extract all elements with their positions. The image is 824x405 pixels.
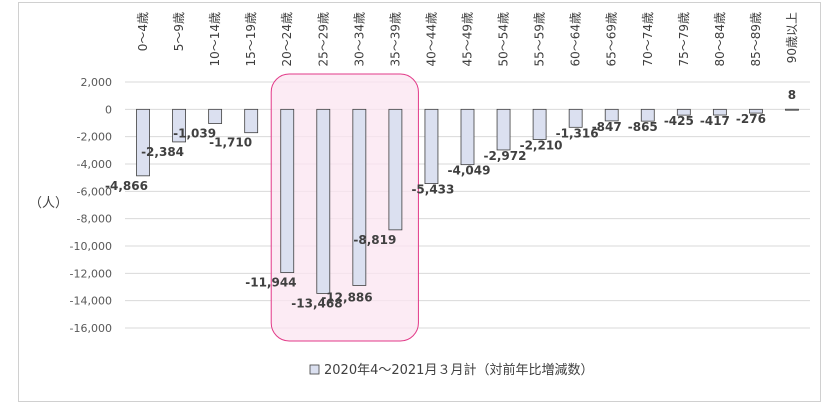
bars bbox=[136, 108, 799, 294]
x-category-label: 65～69歳 bbox=[605, 12, 619, 67]
bar bbox=[280, 108, 295, 273]
x-category-label: 75～79歳 bbox=[677, 12, 691, 67]
x-category-label: 40～44歳 bbox=[424, 12, 438, 67]
data-label: -1,710 bbox=[209, 136, 252, 150]
data-label: -8,819 bbox=[353, 233, 396, 247]
data-label: 8 bbox=[788, 88, 796, 102]
bar bbox=[676, 108, 691, 116]
bar bbox=[208, 108, 223, 124]
y-tick-label: -16,000 bbox=[70, 322, 112, 335]
x-category-label: 0～4歳 bbox=[136, 12, 150, 51]
x-category-label: 45～49歳 bbox=[461, 12, 475, 67]
y-tick-label: -2,000 bbox=[77, 131, 112, 144]
data-label: -2,384 bbox=[141, 145, 184, 159]
data-label: -276 bbox=[736, 112, 766, 126]
x-category-label: 25～29歳 bbox=[316, 12, 330, 67]
x-category-label: 5～9歳 bbox=[172, 12, 186, 51]
data-labels: -4,866-2,384-1,039-1,710-11,944-13,468-1… bbox=[105, 88, 796, 310]
x-category-label: 35～39歳 bbox=[388, 12, 402, 67]
legend-swatch bbox=[309, 364, 320, 375]
x-category-label: 10～14歳 bbox=[208, 12, 222, 67]
bar bbox=[460, 108, 475, 166]
x-category-label: 15～19歳 bbox=[244, 12, 258, 67]
bar bbox=[604, 108, 619, 122]
bar bbox=[136, 108, 150, 177]
data-label: -425 bbox=[664, 114, 694, 128]
x-category-label: 60～64歳 bbox=[569, 12, 583, 67]
y-tick-label: -14,000 bbox=[70, 295, 112, 308]
data-label: -2,210 bbox=[520, 139, 563, 153]
y-axis-label: （人） bbox=[29, 196, 68, 211]
y-tick-label: 0 bbox=[105, 103, 112, 116]
x-axis-categories: 0～4歳 5～9歳 10～14歳 15～19歳 20～24歳 25～29歳 30～34歳 35… bbox=[136, 12, 799, 67]
bar bbox=[712, 108, 727, 116]
data-label: -417 bbox=[700, 114, 730, 128]
data-label: -11,944 bbox=[245, 276, 296, 290]
data-label: -2,972 bbox=[484, 149, 527, 163]
bar bbox=[172, 108, 186, 143]
bar bbox=[532, 108, 547, 140]
x-category-label: 30～34歳 bbox=[352, 12, 366, 67]
x-category-label: 70～74歳 bbox=[641, 12, 655, 67]
bar bbox=[785, 108, 799, 111]
data-label: -1,039 bbox=[173, 127, 216, 141]
legend: 2020年4～2021月３月計（対前年比増減数） bbox=[309, 362, 593, 378]
chart-frame bbox=[18, 2, 821, 402]
bar bbox=[244, 108, 259, 134]
bar bbox=[352, 108, 367, 286]
bar bbox=[388, 108, 403, 231]
x-category-label: 90歳以上 bbox=[785, 12, 799, 63]
legend-label: 2020年4～2021月３月計（対前年比増減数） bbox=[324, 362, 593, 378]
data-label: -13,468 bbox=[291, 296, 342, 310]
data-label: -12,886 bbox=[321, 290, 372, 304]
x-category-label: 50～54歳 bbox=[497, 12, 511, 67]
data-label: -865 bbox=[628, 120, 658, 134]
bar bbox=[640, 108, 655, 122]
highlight-region bbox=[270, 73, 419, 342]
bar bbox=[496, 108, 511, 151]
bar bbox=[749, 108, 763, 114]
y-tick-label: 2,000 bbox=[81, 76, 113, 89]
data-label: -4,866 bbox=[105, 179, 148, 193]
bar bbox=[424, 108, 439, 184]
bar bbox=[568, 108, 583, 128]
highlight-box bbox=[270, 73, 419, 342]
data-label: -1,316 bbox=[556, 126, 599, 140]
data-label: -4,049 bbox=[448, 164, 491, 178]
y-tick-label: -8,000 bbox=[77, 213, 112, 226]
x-category-label: 80～84歳 bbox=[713, 12, 727, 67]
gridlines bbox=[125, 81, 810, 329]
bar bbox=[316, 108, 331, 294]
y-tick-label: -6,000 bbox=[77, 185, 112, 198]
y-tick-label: -12,000 bbox=[70, 267, 112, 280]
data-label: -5,433 bbox=[411, 183, 454, 197]
x-category-label: 55～59歳 bbox=[533, 12, 547, 67]
data-label: -847 bbox=[592, 120, 622, 134]
x-category-label: 20～24歳 bbox=[280, 12, 294, 67]
y-tick-label: -10,000 bbox=[70, 240, 112, 253]
y-tick-label: -4,000 bbox=[77, 158, 112, 171]
x-category-label: 85～89歳 bbox=[749, 12, 763, 67]
y-axis-ticks: 2,000 0 -2,000 -4,000 -6,000 -8,000 -10,000 -12… bbox=[70, 76, 112, 335]
